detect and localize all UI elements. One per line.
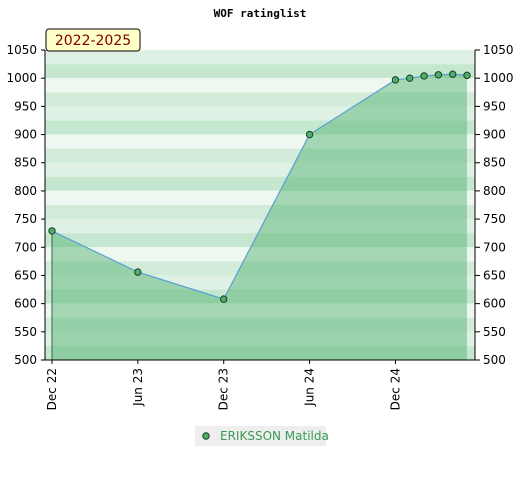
y-tick-label: 650 <box>14 268 37 282</box>
y-tick-label: 1000 <box>6 71 37 85</box>
point <box>420 72 428 80</box>
point <box>134 268 142 276</box>
y-tick-label: 950 <box>14 99 37 113</box>
y2-tick-label: 500 <box>483 353 506 367</box>
y2-tick-label: 900 <box>483 128 506 142</box>
y2-tick-label: 1050 <box>483 43 514 57</box>
point <box>220 295 228 303</box>
point <box>448 70 457 78</box>
point <box>406 74 414 82</box>
line <box>51 73 468 300</box>
plot-background <box>45 50 475 360</box>
y-tick-label: 550 <box>14 325 37 339</box>
y2-tick-label: 1000 <box>483 71 514 85</box>
point <box>305 130 314 139</box>
badge-box <box>45 28 141 52</box>
y2-tick-label: 650 <box>483 268 506 282</box>
y-tick-label: 900 <box>14 128 37 142</box>
point <box>463 71 471 80</box>
legend-label: ERIKSSON Matilda <box>220 429 329 443</box>
y2-tick-label: 750 <box>483 212 506 226</box>
y-tick-label: 700 <box>14 240 37 254</box>
y-tick-label: 1050 <box>6 43 37 57</box>
x-tick-label: Jun 24 <box>303 368 317 407</box>
y-tick-label: 800 <box>14 184 37 198</box>
legend-marker <box>202 432 210 440</box>
chart-title: WOF ratinglist <box>214 7 307 20</box>
point <box>391 76 400 84</box>
y2-tick-label: 550 <box>483 325 506 339</box>
y-tick-label: 600 <box>14 297 37 311</box>
y2-tick-label: 950 <box>483 99 506 113</box>
y2-tick-label: 600 <box>483 297 506 311</box>
x-tick-label: Dec 24 <box>388 368 402 410</box>
y2-tick-label: 800 <box>483 184 506 198</box>
x-tick-label: Dec 22 <box>45 368 59 410</box>
point <box>434 71 443 79</box>
y2-tick-label: 700 <box>483 240 506 254</box>
badge: 2022-2025 <box>55 33 131 49</box>
y2-tick-label: 850 <box>483 156 506 170</box>
point <box>48 227 56 235</box>
x-tick-label: Jun 23 <box>131 368 145 407</box>
area <box>52 74 467 361</box>
y-tick-label: 850 <box>14 156 37 170</box>
y-tick-label: 500 <box>14 353 37 367</box>
legend <box>195 426 326 446</box>
x-tick-label: Dec 23 <box>217 368 231 410</box>
y-tick-label: 750 <box>14 212 37 226</box>
